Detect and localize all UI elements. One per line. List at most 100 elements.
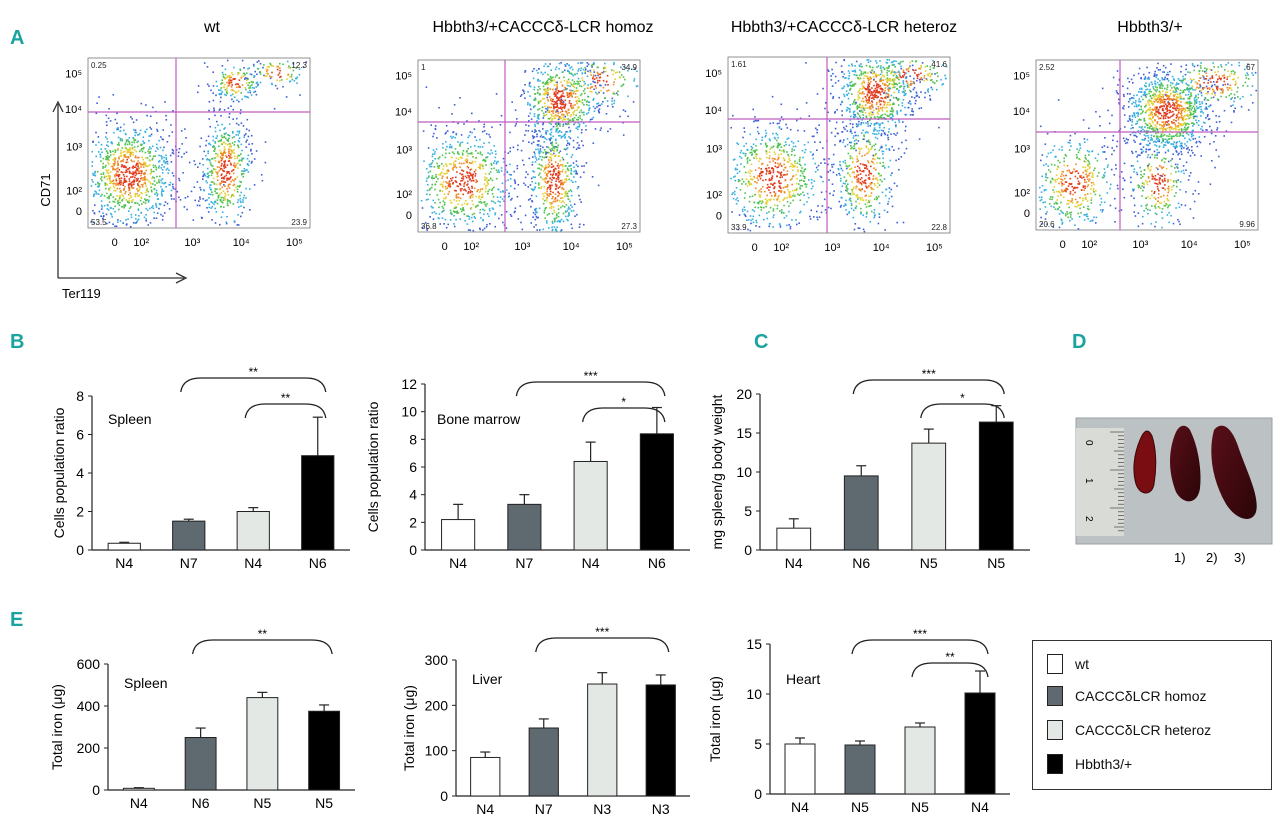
x-tick-label: N4: [115, 555, 133, 571]
flow-x-tick-label: 10⁵: [926, 242, 943, 254]
flow-y-tick-label: 10⁴: [395, 107, 412, 119]
bar-chart: 0 2 4 6 8 10 12 Cells population ratio Bone marr…: [365, 369, 690, 571]
chart-title: Bone marrow: [437, 411, 521, 427]
legend-label-homoz: CACCCδLCR homoz: [1075, 688, 1207, 704]
significance-bracket: [920, 403, 1005, 419]
x-tick-label: N6: [648, 555, 666, 571]
flow-x-tick-label: 10³: [184, 237, 200, 249]
legend-label-heteroz: CACCCδLCR heteroz: [1075, 722, 1212, 738]
flow-y-tick-label: 10³: [66, 141, 82, 153]
bar: [639, 433, 674, 551]
flow-dots: [730, 59, 948, 233]
flow-y-tick-label: 10³: [396, 144, 412, 156]
y-tick-label: 6: [409, 459, 417, 475]
y-tick-label: 10: [401, 404, 417, 420]
flow-y-tick-label: 10²: [66, 186, 82, 198]
significance-label: ***: [913, 627, 927, 641]
significance-bracket: [180, 377, 327, 393]
y-tick-label: 2: [76, 504, 84, 520]
y-tick-label: 300: [425, 652, 449, 668]
bar-chart: 0 5 10 15 20 mg spleen/g body weight N4 N6 N5 N5 *…: [709, 367, 1030, 571]
flow-x-tick-label: 0: [752, 242, 758, 254]
significance-bracket: [515, 381, 666, 397]
y-axis-label: Cells population ratio: [365, 401, 381, 532]
flow-x-tick-label: 10²: [1081, 239, 1097, 251]
x-tick-label: N7: [535, 801, 553, 817]
flow-plot-frame: [417, 59, 641, 233]
spleen-sample-3: [1211, 425, 1257, 519]
x-tick-label: N5: [920, 555, 938, 571]
flow-x-tick-label: 10⁵: [616, 241, 633, 253]
y-tick-label: 15: [746, 636, 762, 652]
bar: [911, 442, 947, 551]
bar-charts: 0 2 4 6 8 Cells population ratio Spleen N4 N7 N4 N…: [49, 365, 1030, 817]
x-tick-label: N4: [476, 801, 494, 817]
bar: [587, 683, 618, 797]
x-tick-label: N5: [987, 555, 1005, 571]
bar: [844, 744, 876, 795]
bar: [528, 727, 559, 797]
bar: [843, 475, 879, 551]
significance-bracket: [244, 403, 327, 419]
x-tick-label: N4: [244, 555, 262, 571]
bar: [184, 737, 217, 791]
legend-label-hbbth3: Hbbth3/+: [1075, 756, 1133, 772]
y-tick-label: 100: [425, 743, 449, 759]
bar: [470, 756, 501, 797]
bar-chart: 0 2 4 6 8 Cells population ratio Spleen N4 N7 N4 N…: [51, 365, 350, 571]
bar: [122, 787, 155, 791]
y-axis-label-cd71: CD71: [38, 173, 53, 206]
quadrant-percent: 22.8: [931, 223, 947, 232]
y-tick-label: 600: [77, 656, 101, 672]
spleen-sample-1: [1133, 430, 1157, 494]
x-tick-label: N7: [180, 555, 198, 571]
significance-bracket: [851, 639, 989, 655]
y-tick-label: 4: [76, 465, 84, 481]
quadrant-percent: 53.5: [91, 218, 107, 227]
flow-panel-title: Hbbth3/+CACCCδ-LCR homoz: [433, 19, 654, 36]
chart-title: Spleen: [108, 411, 152, 427]
sample-label-1: 1): [1174, 550, 1186, 565]
bar: [776, 527, 812, 551]
x-tick-label: N3: [593, 801, 611, 817]
legend-item-hbbth3: Hbbth3/+: [1047, 753, 1132, 775]
bar: [645, 684, 676, 797]
chart-title: Liver: [472, 671, 503, 687]
y-tick-label: 0: [754, 786, 762, 802]
flow-y-tick-label: 10⁴: [65, 104, 82, 116]
flow-y-tick-label: 10⁵: [65, 68, 82, 80]
y-tick-label: 0: [744, 542, 752, 558]
y-tick-label: 400: [77, 698, 101, 714]
flow-axis-arrows: CD71 Ter119: [38, 100, 188, 301]
y-tick-label: 20: [736, 386, 752, 402]
quadrant-percent: 1.61: [731, 60, 747, 69]
chart-title: Spleen: [124, 675, 168, 691]
x-tick-label: N4: [971, 799, 989, 815]
y-tick-label: 15: [736, 425, 752, 441]
legend-swatch-hbbth3: [1047, 754, 1063, 774]
x-tick-label: N5: [253, 795, 271, 811]
significance-bracket: [535, 637, 670, 653]
flow-y-tick-label: 10⁴: [1013, 106, 1030, 118]
y-axis-label: Cells population ratio: [51, 407, 67, 538]
flow-y-tick-label: 10³: [1014, 143, 1030, 155]
panel-label-e: E: [10, 609, 23, 631]
x-tick-label: N6: [192, 795, 210, 811]
ruler-label-2: 2: [1083, 516, 1094, 522]
bar: [978, 421, 1014, 551]
y-axis-label: mg spleen/g body weight: [709, 394, 725, 549]
significance-label: **: [249, 365, 259, 379]
x-tick-label: N4: [130, 795, 148, 811]
bar: [107, 542, 141, 551]
x-tick-label: N4: [785, 555, 803, 571]
quadrant-percent: 27.3: [621, 222, 637, 231]
flow-y-tick-label: 0: [1024, 208, 1030, 220]
quadrant-percent: 9.96: [1239, 220, 1255, 229]
y-tick-label: 200: [77, 740, 101, 756]
y-tick-label: 200: [425, 697, 449, 713]
flow-panel: Hbbth3/+ 2.52 67 20.6 9.96 10⁵ 10⁴ 10³ 10² 0 0 10² 1…: [1013, 19, 1259, 251]
panel-label-b: B: [10, 331, 24, 353]
flow-x-tick-label: 10⁴: [233, 237, 250, 249]
